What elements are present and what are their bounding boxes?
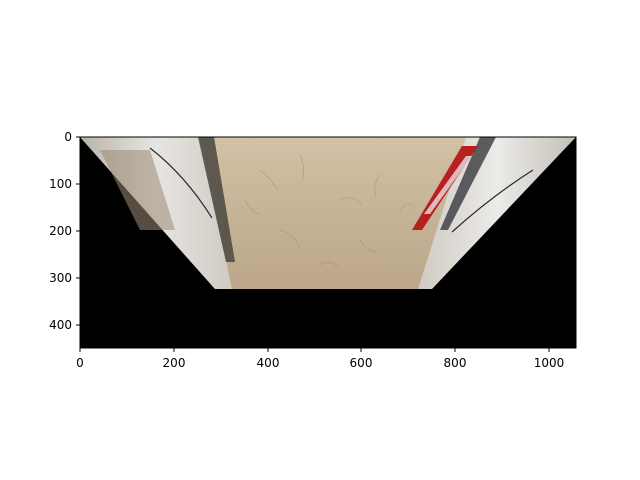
x-tick-label: 600	[350, 356, 373, 370]
floor-texture	[244, 154, 415, 268]
y-tick-label: 200	[49, 224, 72, 238]
x-axis: 0 200 400 600 800 1000	[76, 348, 564, 370]
y-tick-label: 100	[49, 177, 72, 191]
x-tick-label: 800	[444, 356, 467, 370]
warped-photo	[80, 137, 576, 289]
y-tick-label: 400	[49, 318, 72, 332]
axes-frame	[79, 136, 577, 349]
x-tick-label: 0	[76, 356, 84, 370]
left-curve-line	[149, 147, 213, 219]
image-area	[80, 137, 576, 348]
red-object-highlight	[424, 156, 472, 214]
x-tick-label: 1000	[534, 356, 565, 370]
y-tick-label: 300	[49, 271, 72, 285]
right-wall-shadow	[440, 137, 496, 230]
y-axis: 0 100 200 300 400	[49, 130, 80, 332]
y-tick-label: 0	[64, 130, 72, 144]
left-wall-patch	[100, 150, 175, 230]
right-curve-line	[451, 169, 534, 233]
x-tick-label: 400	[257, 356, 280, 370]
x-tick-label: 200	[163, 356, 186, 370]
left-wall-shadow	[198, 137, 235, 262]
